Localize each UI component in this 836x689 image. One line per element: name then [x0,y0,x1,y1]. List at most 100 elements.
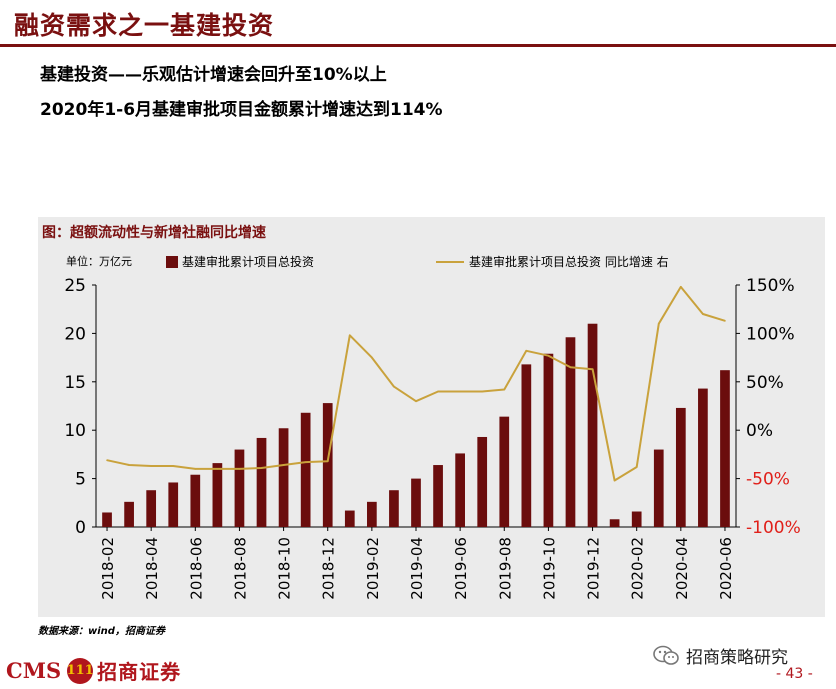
company-logo: CMS 111 招商证券 [6,656,181,685]
line-point-2020-01 [613,479,616,482]
line-point-2018-08 [238,468,241,470]
line-point-2018-09 [260,467,263,469]
line-point-2018-11 [304,461,307,463]
right-axis-tick-label: 100% [746,324,795,344]
right-axis-tick-label: -50% [746,470,790,490]
line-point-2018-02 [106,459,108,462]
chart-panel: 图：超额流动性与新增社融同比增速 单位：万亿元 基建审批累计项目总投资 基建审批累计项… [38,217,825,617]
x-axis-tick-label: 2019-02 [364,537,382,600]
x-axis-tick-label: 2020-02 [629,537,647,600]
bar-2018-10 [278,428,289,527]
x-axis-tick-label: 2019-04 [408,537,426,600]
bar-2019-04 [411,478,421,527]
bar-2019-12 [587,323,598,527]
line-point-2020-03 [657,322,660,325]
line-point-2019-11 [569,366,572,369]
bar-2018-02 [102,512,112,527]
bar-2018-06 [190,474,201,527]
x-axis-tick-label: 2018-12 [320,537,338,600]
line-point-2018-07 [216,468,219,470]
x-axis-tick-label: 2019-08 [496,537,514,600]
bar-2018-09 [256,437,267,527]
line-point-2018-05 [172,465,175,467]
line-point-2019-04 [415,400,417,402]
line-point-2019-06 [459,390,461,393]
line-point-2018-10 [282,464,285,466]
line-point-2018-04 [150,465,152,467]
bar-2019-09 [521,364,532,527]
title-divider [0,44,836,47]
bar-2019-08 [499,416,510,527]
line-point-2020-05 [702,313,704,315]
line-point-2019-07 [481,390,484,393]
bar-2018-07 [212,463,223,527]
subtitle-1: 基建投资——乐观估计增速会回升至10%以上 [40,65,387,85]
line-point-2019-12 [591,368,594,371]
left-axis-tick-label: 25 [64,276,86,296]
x-axis-tick-label: 2018-02 [99,537,117,600]
right-axis-tick-label: -100% [746,518,801,538]
bar-2018-03 [124,501,134,527]
logo-cms-text: CMS [6,658,62,683]
logo-mark-icon: 111 [66,657,94,684]
line-point-2020-02 [635,466,638,468]
data-source: 数据来源：wind，招商证券 [38,626,165,637]
x-axis-tick-label: 2018-08 [231,537,249,600]
bar-2019-02 [367,501,377,527]
bar-2019-01 [344,510,355,527]
bar-2020-06 [720,370,730,527]
line-point-2020-04 [680,286,682,288]
line-point-2018-06 [194,468,197,470]
legend-bar-label: 基建审批累计项目总投资 [182,254,314,269]
right-axis-tick-label: 50% [746,373,784,393]
x-axis-tick-label: 2019-06 [452,537,470,600]
bar-2018-05 [168,482,179,527]
line-point-2019-10 [547,354,550,357]
wechat-icon [653,645,679,665]
x-axis-tick-label: 2018-06 [187,537,205,600]
bar-2018-11 [300,412,311,527]
left-axis-tick-label: 0 [75,518,86,538]
bar-2018-12 [322,403,333,527]
line-point-2019-01 [348,334,351,337]
line-point-2020-06 [724,320,726,322]
line-point-2019-02 [371,356,373,359]
bar-2020-04 [675,407,686,527]
bar-2019-10 [543,353,554,527]
line-point-2019-05 [437,390,439,393]
slide-title: 融资需求之一基建投资 [14,11,275,40]
bar-2020-02 [631,511,642,527]
right-axis-tick-label: 0% [746,421,773,441]
bar-2020-03 [653,449,664,527]
chart-unit-label: 单位：万亿元 [66,254,132,268]
x-axis-tick-label: 2019-10 [540,537,558,600]
x-axis-tick-label: 2019-12 [585,537,603,600]
chart-title: 图：超额流动性与新增社融同比增速 [42,224,266,241]
x-axis-tick-label: 2018-04 [143,537,161,600]
bar-2018-08 [234,449,245,527]
left-axis-tick-label: 5 [75,470,86,490]
bar-2019-03 [389,490,399,527]
bar-2018-04 [146,490,157,527]
left-axis-tick-label: 10 [64,421,86,441]
bar-2019-07 [477,436,488,527]
line-point-2018-03 [128,464,130,466]
subtitle-2: 2020年1-6月基建审批项目金额累计增速达到114% [40,100,443,120]
line-point-2018-12 [326,460,329,462]
wechat-account: 招商策略研究 [652,643,788,668]
right-axis-tick-label: 150% [746,276,795,296]
logo-mark-text: 111 [66,663,94,678]
legend-bar-swatch [166,256,178,268]
growth-rate-line [106,285,726,482]
x-axis-tick-label: 2020-06 [717,537,735,600]
x-axis-tick-label: 2018-10 [276,537,294,600]
bar-2020-05 [698,388,708,527]
x-axis-tick-label: 2020-04 [673,537,691,600]
left-axis-tick-label: 15 [64,373,86,393]
wechat-label: 招商策略研究 [686,648,788,668]
line-point-2019-03 [393,385,395,388]
left-axis-tick-label: 20 [64,324,86,344]
line-point-2019-08 [503,388,506,391]
page-number: - 43 - [776,666,813,682]
